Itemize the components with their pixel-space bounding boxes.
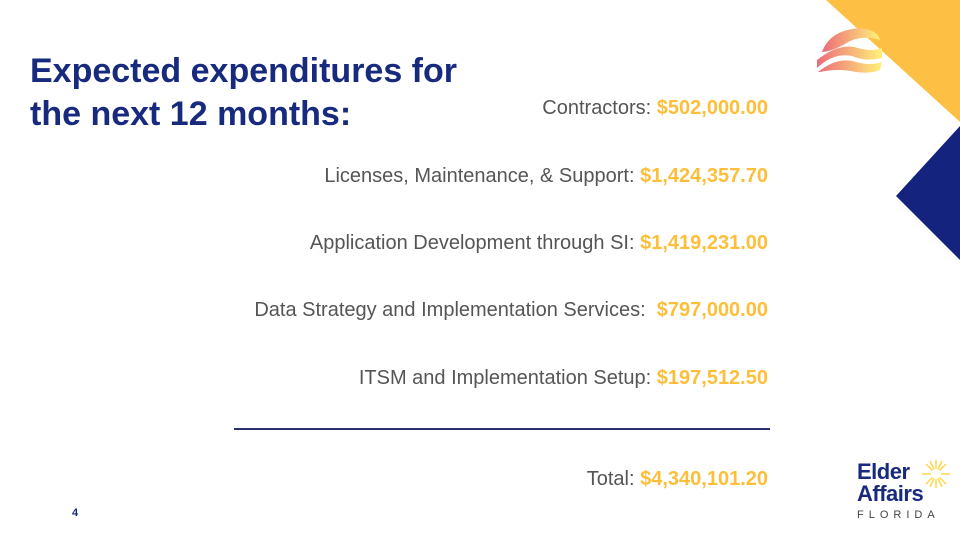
page-number: 4 xyxy=(72,507,79,519)
waves-icon xyxy=(817,28,882,73)
divider xyxy=(234,428,770,430)
logo-line3: FLORIDA xyxy=(857,509,940,521)
total-label: Total: xyxy=(586,468,641,490)
expense-label: Contractors: xyxy=(542,97,657,119)
logo-line2: Affairs xyxy=(857,481,924,506)
expense-amount: $1,419,231.00 xyxy=(640,232,768,254)
expense-amount: $502,000.00 xyxy=(656,97,768,119)
expense-label: ITSM and Implementation Setup: xyxy=(358,367,657,389)
expense-amount: $197,512.50 xyxy=(656,367,768,389)
total-line: Total: $4,340,101.20 xyxy=(587,468,768,491)
navy-diamond xyxy=(896,126,960,260)
logo-line1: Elder xyxy=(857,459,910,484)
expense-label: Licenses, Maintenance, & Support: xyxy=(324,165,641,187)
expense-line-licenses: Licenses, Maintenance, & Support: $1,424… xyxy=(324,165,768,188)
expense-label: Application Development through SI: xyxy=(309,232,641,254)
page-title: Expected expenditures for the next 12 mo… xyxy=(30,52,458,133)
elder-affairs-logo: Elder Affairs FLORIDA xyxy=(857,459,957,525)
total-amount: $4,340,101.20 xyxy=(640,468,768,490)
expense-line-itsm: ITSM and Implementation Setup: $197,512.… xyxy=(359,367,768,390)
expense-line-app-dev: Application Development through SI: $1,4… xyxy=(310,232,768,255)
sun-icon xyxy=(922,460,950,488)
expense-line-contractors: Contractors: $502,000.00 xyxy=(542,97,768,120)
expense-label: Data Strategy and Implementation Service… xyxy=(254,299,657,321)
expense-amount: $1,424,357.70 xyxy=(640,165,768,187)
expense-line-data-strategy: Data Strategy and Implementation Service… xyxy=(254,299,768,322)
expense-amount: $797,000.00 xyxy=(656,299,768,321)
